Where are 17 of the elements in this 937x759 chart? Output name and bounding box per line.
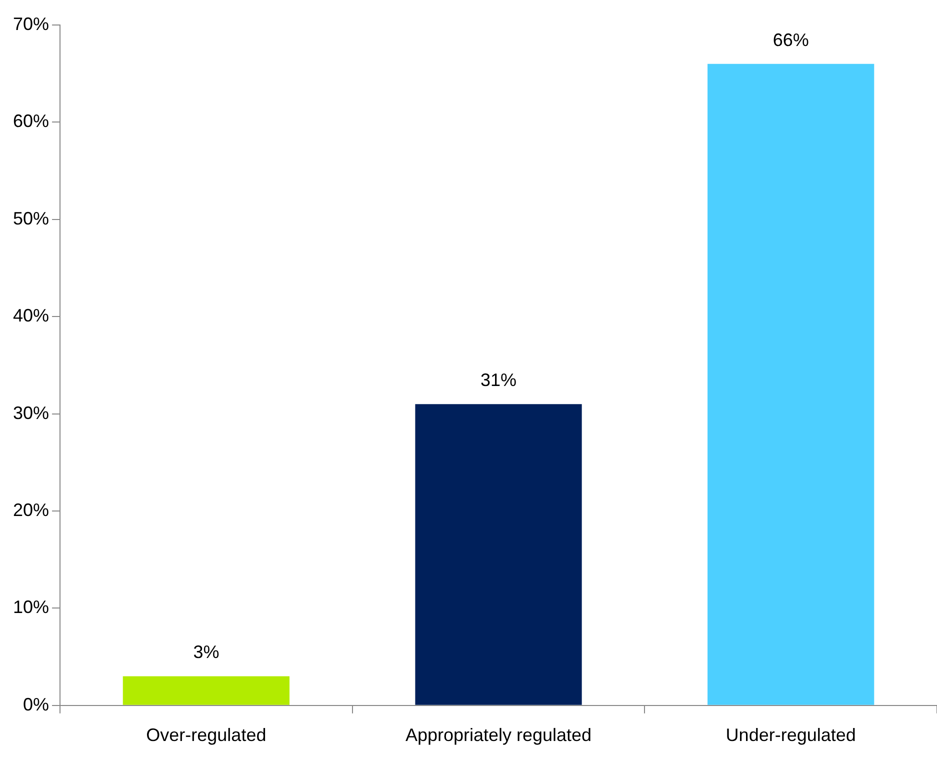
y-tick-label: 60% <box>12 111 50 132</box>
y-tick-label: 20% <box>12 500 50 520</box>
x-tick-label: Appropriately regulated <box>405 725 592 746</box>
y-tick-label: 10% <box>12 597 50 618</box>
bar <box>708 64 874 705</box>
y-tick-label: 40% <box>12 306 50 326</box>
data-label: 3% <box>193 642 220 662</box>
y-tick-label: 50% <box>12 208 50 228</box>
y-tick-label: 0% <box>23 694 50 714</box>
bar <box>415 404 582 705</box>
y-tick-label: 30% <box>12 402 50 423</box>
data-label: 31% <box>480 370 517 390</box>
y-tick-label: 70% <box>12 14 50 34</box>
data-label: 66% <box>772 30 809 50</box>
bar <box>122 676 290 705</box>
x-tick-label: Over-regulated <box>146 725 266 746</box>
x-tick-label: Under-regulated <box>726 725 856 746</box>
